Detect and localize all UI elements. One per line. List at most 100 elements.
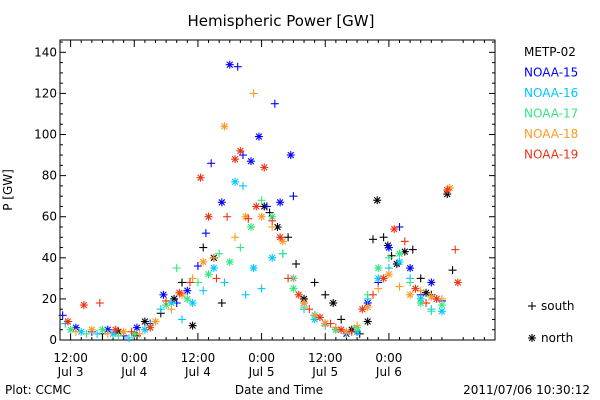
data-point-south xyxy=(124,333,133,342)
data-point-south xyxy=(185,278,194,287)
data-point-north xyxy=(278,237,287,246)
data-point-south xyxy=(368,235,377,244)
data-point-north xyxy=(151,317,160,326)
data-point-south xyxy=(353,321,362,330)
data-point-north xyxy=(395,249,404,258)
x-tick-time-label: 12:00 xyxy=(53,351,88,365)
data-point-north xyxy=(329,299,338,308)
data-point-south xyxy=(215,249,224,258)
x-axis-label: Date and Time xyxy=(235,383,323,397)
legend-entry: NOAA-18 xyxy=(524,127,578,141)
data-point-north xyxy=(432,294,441,303)
data-point-north xyxy=(199,257,208,266)
data-point-south xyxy=(82,329,91,338)
data-point-south xyxy=(209,253,218,262)
data-point-south xyxy=(103,329,112,338)
data-point-north xyxy=(183,286,192,295)
data-point-north xyxy=(249,264,258,273)
y-axis-label: P [GW] xyxy=(1,169,15,211)
data-point-north xyxy=(294,290,303,299)
data-point-south xyxy=(374,284,383,293)
plot-frame xyxy=(59,39,496,341)
data-point-south xyxy=(193,278,202,287)
data-point-north xyxy=(183,294,192,303)
data-point-north xyxy=(373,196,382,205)
data-point-north xyxy=(379,274,388,283)
data-point-south xyxy=(201,229,210,238)
data-point-north xyxy=(63,317,72,326)
x-tick-time-label: 0:00 xyxy=(121,351,148,365)
series-noaa-16 xyxy=(61,177,446,342)
data-point-north xyxy=(427,278,436,287)
data-point-south xyxy=(220,278,229,287)
data-point-north xyxy=(260,163,269,172)
data-point-south xyxy=(347,327,356,336)
data-point-south xyxy=(217,299,226,308)
data-point-north xyxy=(384,270,393,279)
data-point-south xyxy=(135,329,144,338)
data-point-south xyxy=(233,62,242,71)
data-point-south xyxy=(427,307,436,316)
series-noaa-18 xyxy=(71,89,454,338)
data-point-south xyxy=(93,329,102,338)
data-point-north xyxy=(225,257,234,266)
data-point-south xyxy=(199,243,208,252)
data-point-south xyxy=(284,274,293,283)
y-axis: 0 20 40 60 80 100 120 140 xyxy=(34,41,495,347)
data-point-south xyxy=(95,299,104,308)
legend-entry: NOAA-17 xyxy=(524,107,578,121)
data-point-south xyxy=(265,208,274,217)
data-point-south xyxy=(379,233,388,242)
data-point-north xyxy=(170,294,179,303)
legend-entry: NOAA-15 xyxy=(524,66,578,80)
data-point-south xyxy=(451,245,460,254)
data-point-south xyxy=(262,202,271,211)
legend: METP-02 NOAA-15 NOAA-16 NOAA-17 NOAA-18 NOAA-… xyxy=(524,45,578,162)
data-point-north xyxy=(422,288,431,297)
marker-legend-star-symbol xyxy=(528,334,536,342)
data-point-south xyxy=(268,216,277,225)
data-point-south xyxy=(162,296,171,305)
series-metp-02 xyxy=(98,190,457,340)
marker-legend-plus-symbol xyxy=(528,302,536,310)
data-point-south xyxy=(212,274,221,283)
series-noaa-15 xyxy=(58,60,446,340)
data-point-north xyxy=(231,177,240,186)
data-point-south xyxy=(239,181,248,190)
data-point-south xyxy=(408,245,417,254)
data-point-north xyxy=(395,257,404,266)
data-point-south xyxy=(310,278,319,287)
data-point-south xyxy=(270,99,279,108)
y-tick-label: 80 xyxy=(42,169,57,183)
data-point-north xyxy=(321,319,330,328)
chart-title: Hemispheric Power [GW] xyxy=(188,12,375,30)
data-point-north xyxy=(140,317,149,326)
data-point-north xyxy=(411,284,420,293)
data-point-south xyxy=(289,192,298,201)
marker-legend: south north xyxy=(528,299,575,345)
x-tick-time-label: 12:00 xyxy=(181,351,216,365)
data-point-north xyxy=(246,157,255,166)
data-point-north xyxy=(209,264,218,273)
data-point-south xyxy=(257,196,266,205)
x-tick-date-label: Jul 6 xyxy=(375,365,402,379)
x-tick-time-label: 0:00 xyxy=(375,351,402,365)
y-tick-label: 40 xyxy=(42,251,57,265)
data-point-north xyxy=(257,212,266,221)
data-point-south xyxy=(223,212,232,221)
data-point-south xyxy=(178,278,187,287)
data-point-north xyxy=(390,225,399,234)
data-point-north xyxy=(204,212,213,221)
data-point-south xyxy=(167,305,176,314)
data-point-south xyxy=(257,284,266,293)
data-point-north xyxy=(374,274,383,283)
x-tick-time-label: 0:00 xyxy=(248,351,275,365)
data-point-north xyxy=(315,313,324,322)
y-tick-label: 140 xyxy=(34,45,57,59)
data-point-south xyxy=(231,233,240,242)
data-point-north xyxy=(132,323,141,332)
data-point-north xyxy=(374,264,383,273)
legend-entry: NOAA-16 xyxy=(524,86,578,100)
legend-entry: NOAA-19 xyxy=(524,148,578,162)
data-point-north xyxy=(406,264,415,273)
